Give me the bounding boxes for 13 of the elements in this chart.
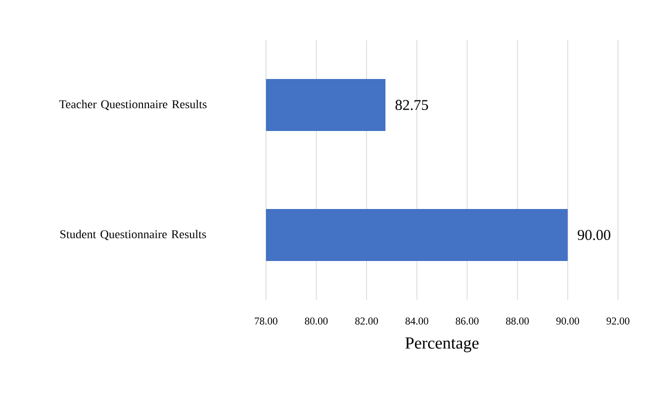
x-tick-label: 88.00	[506, 318, 529, 325]
data-label: 90.00	[578, 230, 610, 240]
x-tick-label: 92.00	[606, 318, 630, 325]
x-tick-label: 86.00	[456, 318, 479, 325]
x-tick-label: 82.00	[355, 318, 378, 325]
x-tick-label: 84.00	[405, 318, 428, 325]
data-label: 82.75	[396, 100, 428, 110]
x-tick-label: 90.00	[556, 318, 580, 325]
x-tick-label: 80.00	[304, 318, 328, 325]
y-tick-label: Student Questionnaire Results	[60, 230, 206, 240]
x-tick-label: 78.00	[254, 318, 278, 325]
y-tick-label: Teacher Questionnaire Results	[59, 100, 207, 110]
x-axis-title: Percentage	[405, 337, 479, 352]
